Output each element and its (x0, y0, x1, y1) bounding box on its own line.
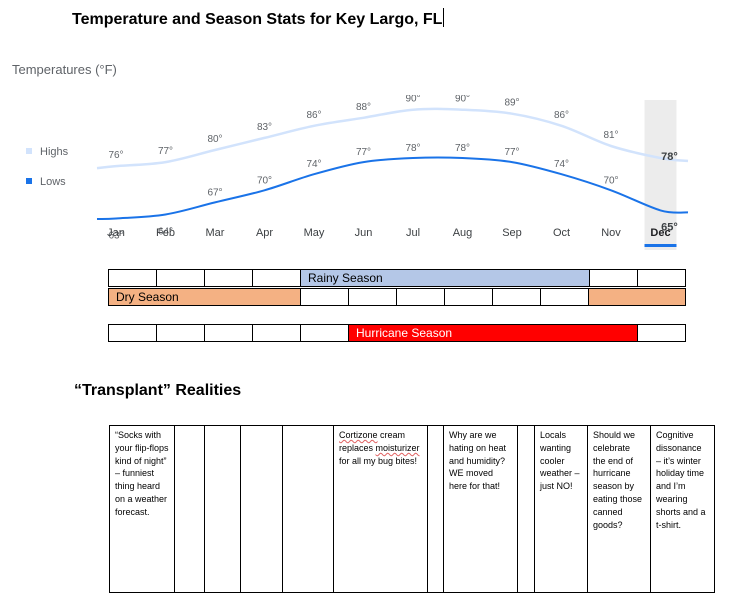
reality-cell: Cognitive dissonance – it’s winter holid… (650, 425, 715, 593)
x-tick-label: Jan (107, 227, 125, 239)
legend-lows-swatch (26, 178, 32, 184)
reality-cell-empty (427, 425, 444, 593)
document-title: Temperature and Season Stats for Key Lar… (72, 8, 445, 29)
reality-cell-empty (282, 425, 334, 593)
month-cell (396, 288, 445, 306)
x-tick-label: Oct (553, 227, 570, 239)
month-cell (444, 288, 493, 306)
data-label-highs: 90° (455, 95, 470, 105)
x-tick-label: Dec (650, 227, 670, 239)
data-label-highs: 86° (306, 110, 321, 121)
legend-highs: Highs (26, 146, 68, 158)
rainy-season-bar: Rainy Season (300, 269, 590, 287)
data-label-highs: 78° (661, 151, 678, 163)
dry-season-bar: Dry Season (108, 288, 301, 306)
month-cell (204, 269, 253, 287)
month-cell (348, 288, 397, 306)
x-tick-label: Apr (256, 227, 273, 239)
month-cell (252, 324, 301, 342)
x-tick-label: Jun (355, 227, 373, 239)
data-label-lows: 67° (207, 187, 222, 198)
legend-highs-swatch (26, 148, 32, 154)
series-line-lows (96, 156, 689, 221)
data-label-lows: 65° (661, 221, 678, 233)
data-label-lows: 64° (158, 226, 173, 237)
data-label-lows: 74° (306, 159, 321, 170)
data-label-highs: 77° (158, 146, 173, 157)
reality-cell: Locals wanting cooler weather – just NO! (534, 425, 588, 593)
data-label-highs: 80° (207, 134, 222, 145)
x-tick-label: Feb (156, 227, 175, 239)
data-label-lows: 70° (603, 175, 618, 186)
data-label-highs: 88° (356, 102, 371, 113)
temperature-chart: 76° 77° 80° 83° 86° 88° 90° 90° 89° 86° 81° 78° 63° 6… (96, 95, 689, 250)
data-label-lows: 70° (257, 175, 272, 186)
hurricane-season-bar: Hurricane Season (348, 324, 638, 342)
x-tick-label: Sep (502, 227, 522, 239)
month-cell (156, 269, 205, 287)
legend-lows-label: Lows (40, 176, 66, 188)
hurricane-season-row: Hurricane Season (108, 324, 686, 342)
x-tick-label: Nov (601, 227, 621, 239)
section-title: “Transplant” Realities (74, 382, 242, 399)
legend-highs-label: Highs (40, 146, 69, 158)
spellcheck-word: Cortizone (339, 430, 378, 440)
month-cell (637, 324, 686, 342)
month-cell (300, 288, 349, 306)
x-tick-label: Jul (406, 227, 420, 239)
data-label-highs: 83° (257, 122, 272, 133)
x-tick-label: Aug (453, 227, 473, 239)
data-label-lows: 78° (455, 143, 470, 154)
data-label-lows: 63° (108, 231, 123, 242)
x-tick-label: Mar (206, 227, 225, 239)
legend-lows: Lows (26, 176, 66, 188)
data-label-lows: 77° (504, 147, 519, 158)
month-cell (252, 269, 301, 287)
realities-table: “Socks with your flip-flops kind of nigh… (109, 425, 715, 593)
data-label-highs: 90° (405, 95, 420, 105)
x-tick-label: May (304, 227, 325, 239)
month-cell (300, 324, 349, 342)
chart-title: Temperatures (°F) (12, 62, 117, 77)
spellcheck-word: moisturizer (375, 442, 420, 453)
dry-season-bar-end (588, 288, 686, 306)
data-label-lows: 78° (405, 143, 420, 154)
selected-month-highlight (644, 100, 677, 250)
data-label-highs: 86° (554, 110, 569, 121)
month-cell (108, 324, 157, 342)
series-line-highs (96, 107, 689, 170)
reality-cell: Why are we hating on heat and humidity? … (443, 425, 518, 593)
reality-cell: “Socks with your flip-flops kind of nigh… (109, 425, 175, 593)
month-cell (492, 288, 541, 306)
month-cell (540, 288, 589, 306)
month-cell (637, 269, 686, 287)
data-label-lows: 77° (356, 147, 371, 158)
dry-season-row: Dry Season (108, 288, 686, 306)
data-label-highs: 89° (504, 98, 519, 109)
data-label-highs: 76° (108, 150, 123, 161)
reality-cell: Cortizone cream replaces moisturizer for… (333, 425, 428, 593)
month-cell (156, 324, 205, 342)
month-cell (108, 269, 157, 287)
text-cursor (443, 8, 445, 27)
month-cell (204, 324, 253, 342)
reality-cell-empty (517, 425, 535, 593)
data-label-lows: 74° (554, 159, 569, 170)
reality-cell-empty (240, 425, 283, 593)
selected-month-underline (644, 244, 677, 247)
reality-cell-empty (174, 425, 205, 593)
data-label-highs: 81° (603, 130, 618, 141)
reality-cell: Should we celebrate the end of hurricane… (587, 425, 651, 593)
reality-cell-empty (204, 425, 241, 593)
rainy-season-row: Rainy Season (108, 269, 686, 287)
month-cell (589, 269, 638, 287)
